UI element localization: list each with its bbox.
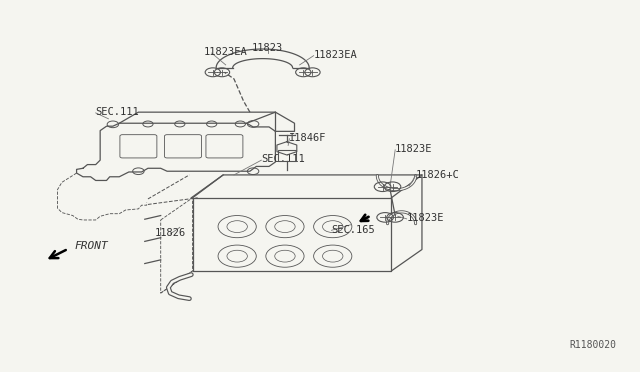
Text: FRONT: FRONT [75, 241, 108, 251]
Text: 11823EA: 11823EA [204, 47, 248, 57]
Text: 11823E: 11823E [406, 213, 444, 223]
Text: 11823: 11823 [252, 42, 284, 52]
Text: 11826+C: 11826+C [415, 170, 460, 180]
Text: 11826: 11826 [155, 228, 186, 238]
Text: I1846F: I1846F [289, 133, 327, 143]
Bar [278, 150, 296, 161]
Text: R1180020: R1180020 [570, 340, 616, 350]
Text: SEC.111: SEC.111 [96, 107, 140, 117]
Text: SEC.111: SEC.111 [261, 154, 305, 164]
Text: 11823EA: 11823EA [314, 50, 357, 60]
Text: 11823E: 11823E [395, 144, 433, 154]
Text: SEC.165: SEC.165 [332, 225, 375, 235]
